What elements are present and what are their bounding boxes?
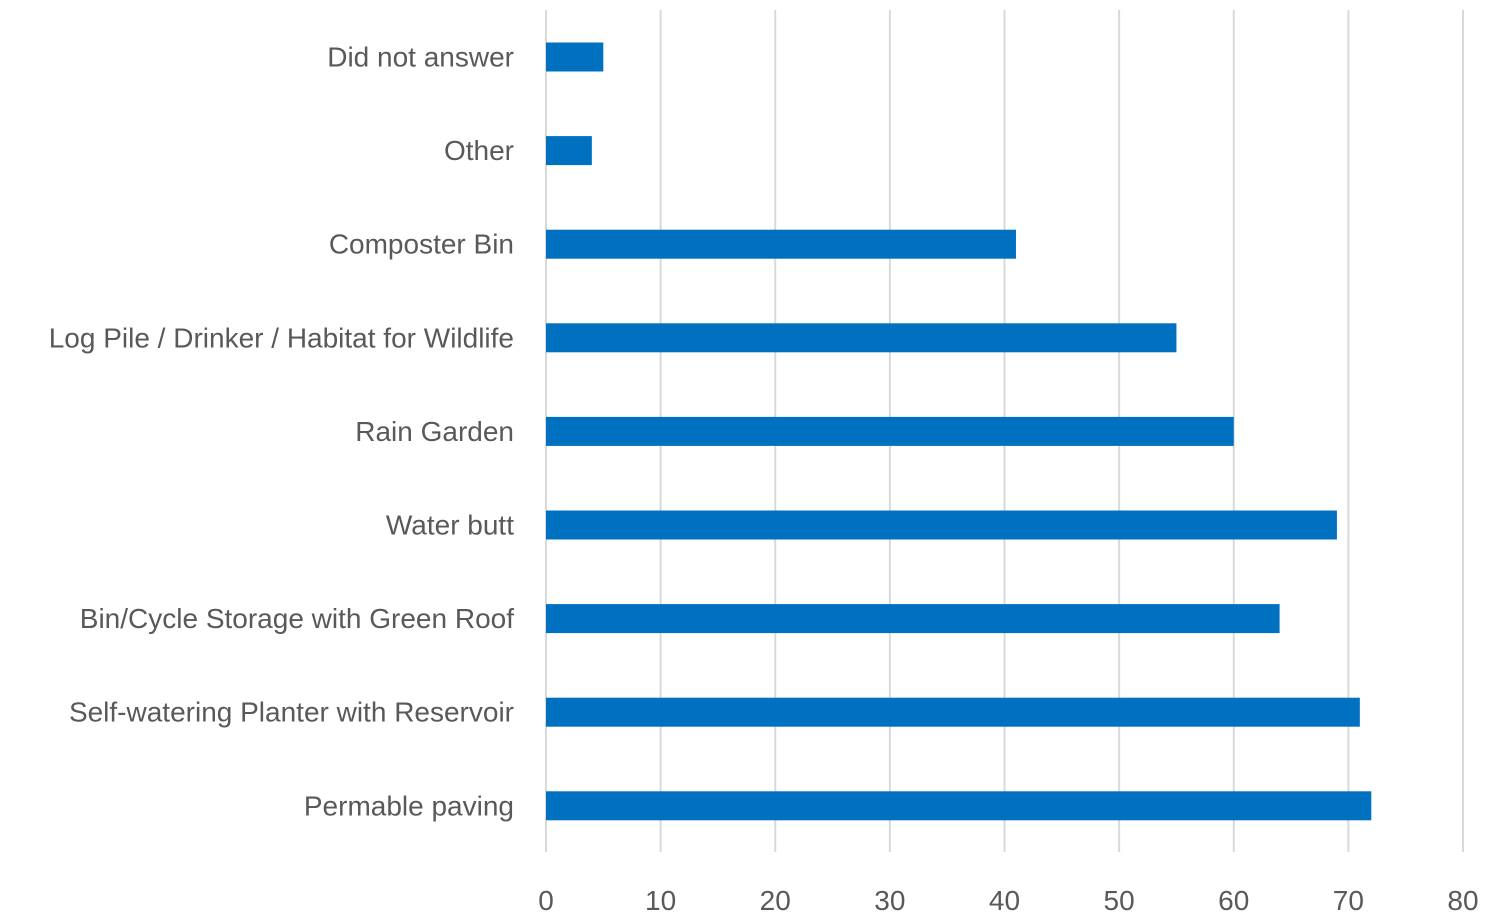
bar-1 xyxy=(546,136,592,166)
x-tick-label-0: 0 xyxy=(538,885,554,916)
x-tick-label-10: 10 xyxy=(645,885,676,916)
category-label-0: Did not answer xyxy=(327,42,514,73)
bar-4 xyxy=(546,416,1234,446)
bar-8 xyxy=(546,791,1372,821)
bar-6 xyxy=(546,604,1280,634)
x-tick-label-80: 80 xyxy=(1447,885,1478,916)
x-tick-label-40: 40 xyxy=(989,885,1020,916)
category-label-2: Composter Bin xyxy=(329,229,514,260)
bar-0 xyxy=(546,42,604,72)
category-label-1: Other xyxy=(444,135,514,166)
x-tick-label-30: 30 xyxy=(874,885,905,916)
x-tick-label-70: 70 xyxy=(1333,885,1364,916)
x-tick-label-20: 20 xyxy=(760,885,791,916)
category-label-6: Bin/Cycle Storage with Green Roof xyxy=(80,603,514,634)
bar-5 xyxy=(546,510,1337,540)
category-label-5: Water butt xyxy=(386,510,514,541)
bar-3 xyxy=(546,323,1177,353)
bar-7 xyxy=(546,697,1360,727)
x-tick-label-60: 60 xyxy=(1218,885,1249,916)
category-label-3: Log Pile / Drinker / Habitat for Wildlif… xyxy=(49,322,514,353)
x-tick-label-50: 50 xyxy=(1104,885,1135,916)
x-axis-tick-labels: 0 10 20 30 40 50 60 70 80 xyxy=(538,885,1478,916)
category-label-7: Self-watering Planter with Reservoir xyxy=(69,697,514,728)
bar-2 xyxy=(546,229,1016,259)
category-labels: Did not answer Other Composter Bin Log Pile… xyxy=(49,42,514,822)
bars xyxy=(546,42,1372,821)
category-label-4: Rain Garden xyxy=(355,416,514,447)
category-label-8: Permable paving xyxy=(304,790,514,821)
